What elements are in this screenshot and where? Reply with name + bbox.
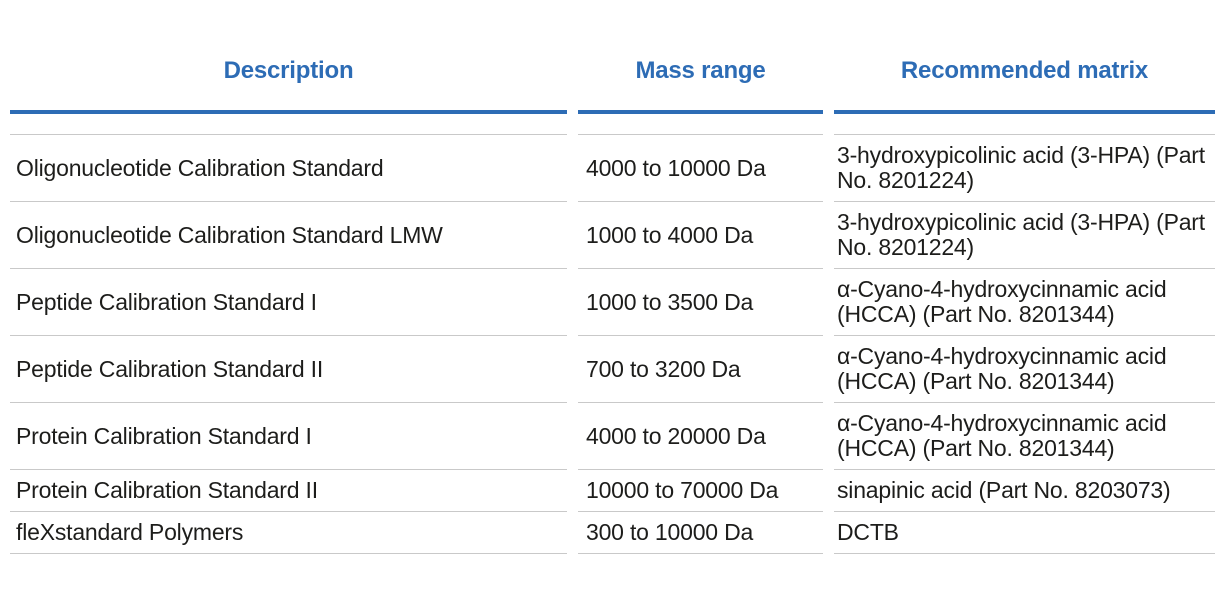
mass-range-text: 4000 to 10000 Da [586, 154, 766, 181]
cell-recommended-matrix: DCTB [834, 511, 1215, 554]
cell-mass-range: 4000 to 20000 Da [578, 402, 823, 469]
mass-range-text: 1000 to 4000 Da [586, 221, 754, 248]
calibration-standards-table: Description Mass range Recommended matri… [10, 0, 1215, 554]
cell-mass-range: 1000 to 3500 Da [578, 268, 823, 335]
matrix-text: 3-hydroxypicolinic acid (3-HPA) (Part No… [837, 142, 1205, 193]
description-text: Protein Calibration Standard I [16, 422, 312, 449]
cell-mass-range: 1000 to 4000 Da [578, 201, 823, 268]
table-header-spacer [10, 114, 1215, 134]
cell-description: Peptide Calibration Standard II [10, 335, 567, 402]
description-text: Oligonucleotide Calibration Standard LMW [16, 221, 443, 248]
cell-recommended-matrix: 3-hydroxypicolinic acid (3-HPA) (Part No… [834, 201, 1215, 268]
cell-description: Oligonucleotide Calibration Standard LMW [10, 201, 567, 268]
cell-mass-range: 4000 to 10000 Da [578, 134, 823, 201]
column-header-mass-range: Mass range [578, 0, 823, 114]
cell-mass-range: 700 to 3200 Da [578, 335, 823, 402]
mass-range-text: 1000 to 3500 Da [586, 288, 754, 315]
cell-recommended-matrix: 3-hydroxypicolinic acid (3-HPA) (Part No… [834, 134, 1215, 201]
cell-description: Protein Calibration Standard I [10, 402, 567, 469]
cell-description: Oligonucleotide Calibration Standard [10, 134, 567, 201]
table-row: Oligonucleotide Calibration Standard LMW… [10, 201, 1215, 268]
description-text: Peptide Calibration Standard II [16, 355, 324, 382]
matrix-text: DCTB [837, 519, 899, 545]
description-text: Oligonucleotide Calibration Standard [16, 154, 384, 181]
table-row: Protein Calibration Standard II 10000 to… [10, 469, 1215, 511]
matrix-text: α-Cyano-4-hydroxycinnamic acid (HCCA) (P… [837, 343, 1167, 394]
table-row: Oligonucleotide Calibration Standard 400… [10, 134, 1215, 201]
mass-range-text: 700 to 3200 Da [586, 355, 741, 382]
cell-recommended-matrix: α-Cyano-4-hydroxycinnamic acid (HCCA) (P… [834, 402, 1215, 469]
cell-mass-range: 10000 to 70000 Da [578, 469, 823, 511]
table-row: Peptide Calibration Standard II 700 to 3… [10, 335, 1215, 402]
column-header-recommended-matrix: Recommended matrix [834, 0, 1215, 114]
mass-range-text: 4000 to 20000 Da [586, 422, 766, 449]
cell-description: Protein Calibration Standard II [10, 469, 567, 511]
cell-mass-range: 300 to 10000 Da [578, 511, 823, 554]
mass-range-text: 10000 to 70000 Da [586, 477, 779, 503]
table-body: Oligonucleotide Calibration Standard 400… [10, 134, 1215, 554]
table-header-row: Description Mass range Recommended matri… [10, 0, 1215, 114]
description-text: fleXstandard Polymers [16, 519, 244, 545]
cell-description: Peptide Calibration Standard I [10, 268, 567, 335]
cell-recommended-matrix: α-Cyano-4-hydroxycinnamic acid (HCCA) (P… [834, 268, 1215, 335]
cell-recommended-matrix: α-Cyano-4-hydroxycinnamic acid (HCCA) (P… [834, 335, 1215, 402]
table-row: fleXstandard Polymers 300 to 10000 Da DC… [10, 511, 1215, 554]
matrix-text: α-Cyano-4-hydroxycinnamic acid (HCCA) (P… [837, 410, 1167, 461]
description-text: Protein Calibration Standard II [16, 477, 318, 503]
mass-range-text: 300 to 10000 Da [586, 519, 754, 545]
description-text: Peptide Calibration Standard I [16, 288, 317, 315]
cell-recommended-matrix: sinapinic acid (Part No. 8203073) [834, 469, 1215, 511]
matrix-text: 3-hydroxypicolinic acid (3-HPA) (Part No… [837, 209, 1205, 260]
table-row: Protein Calibration Standard I 4000 to 2… [10, 402, 1215, 469]
table-row: Peptide Calibration Standard I 1000 to 3… [10, 268, 1215, 335]
cell-description: fleXstandard Polymers [10, 511, 567, 554]
matrix-text: sinapinic acid (Part No. 8203073) [837, 477, 1171, 503]
matrix-text: α-Cyano-4-hydroxycinnamic acid (HCCA) (P… [837, 276, 1167, 327]
column-header-description: Description [10, 0, 567, 114]
